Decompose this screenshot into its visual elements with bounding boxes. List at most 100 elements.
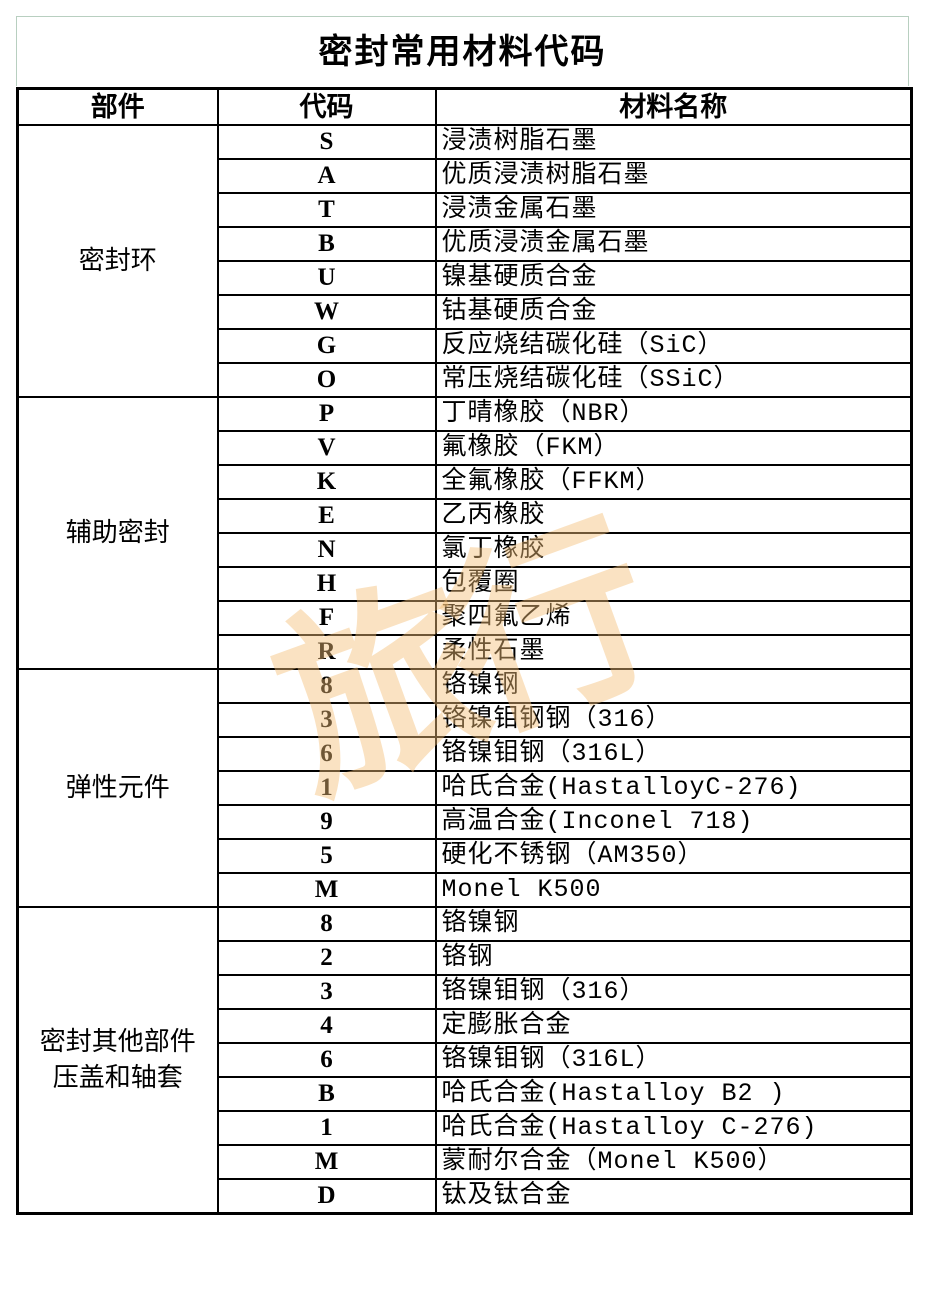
code-cell: E bbox=[216, 497, 437, 534]
part-cell: 辅助密封 bbox=[16, 395, 219, 670]
table-row: O 常压烧结碳化硅（SSiC） bbox=[18, 361, 913, 398]
header-part: 部件 bbox=[16, 87, 219, 126]
code-cell: 6 bbox=[216, 735, 437, 772]
table-row: V 氟橡胶（FKM） bbox=[18, 429, 913, 466]
page-title: 密封常用材料代码 bbox=[16, 16, 909, 86]
material-name-cell: 铬镍钼钢（316L） bbox=[434, 735, 913, 772]
table-row: 3 铬镍钼钢（316） bbox=[18, 973, 913, 1010]
code-cell: N bbox=[216, 531, 437, 568]
table-row: B 优质浸渍金属石墨 bbox=[18, 225, 913, 262]
material-name-cell: 硬化不锈钢（AM350） bbox=[434, 837, 913, 874]
table-row: R 柔性石墨 bbox=[18, 633, 913, 670]
table-row: 辅助密封 P 丁晴橡胶（NBR） bbox=[16, 395, 913, 670]
material-name-cell: 常压烧结碳化硅（SSiC） bbox=[434, 361, 913, 398]
part-cell: 密封其他部件压盖和轴套 bbox=[16, 905, 219, 1214]
table-row: 9 高温合金(Inconel 718) bbox=[18, 803, 913, 840]
material-name-cell: 浸渍树脂石墨 bbox=[434, 123, 913, 160]
material-name-cell: 定膨胀合金 bbox=[434, 1007, 913, 1044]
table-row: U 镍基硬质合金 bbox=[18, 259, 913, 296]
table-row: G 反应烧结碳化硅（SiC） bbox=[18, 327, 913, 364]
code-cell: O bbox=[216, 361, 437, 398]
material-name-cell: 柔性石墨 bbox=[434, 633, 913, 670]
code-cell: 9 bbox=[216, 803, 437, 840]
table-row: 4 定膨胀合金 bbox=[18, 1007, 913, 1044]
material-name-cell: 钛及钛合金 bbox=[434, 1177, 913, 1214]
table-row: 密封其他部件压盖和轴套 8 铬镍钢 bbox=[16, 905, 913, 1214]
table-row: M 蒙耐尔合金（Monel K500） bbox=[18, 1143, 913, 1180]
table-row: T 浸渍金属石墨 bbox=[18, 191, 913, 228]
table-row: B 哈氏合金(Hastalloy B2 ) bbox=[18, 1075, 913, 1112]
material-name-cell: 氟橡胶（FKM） bbox=[434, 429, 913, 466]
code-cell: 3 bbox=[216, 701, 437, 738]
header-name: 材料名称 bbox=[434, 87, 913, 126]
material-name-cell: 哈氏合金(Hastalloy C-276) bbox=[434, 1109, 913, 1146]
code-cell: 1 bbox=[216, 1109, 437, 1146]
code-cell: 8 bbox=[216, 905, 437, 942]
table-row: 1 哈氏合金(Hastalloy C-276) bbox=[18, 1109, 913, 1146]
table-row: 6 铬镍钼钢（316L） bbox=[18, 735, 913, 772]
material-name-cell: 铬镍钼钢钢（316） bbox=[434, 701, 913, 738]
material-name-cell: 反应烧结碳化硅（SiC） bbox=[434, 327, 913, 364]
table-row: 弹性元件 8 铬镍钢 bbox=[16, 667, 913, 908]
code-cell: 8 bbox=[216, 667, 437, 704]
code-cell: G bbox=[216, 327, 437, 364]
table-row: 6 铬镍钼钢（316L） bbox=[18, 1041, 913, 1078]
material-name-cell: 铬镍钼钢（316） bbox=[434, 973, 913, 1010]
header-row: 部件 代码 材料名称 bbox=[16, 87, 913, 126]
table-row: H 包覆圈 bbox=[18, 565, 913, 602]
material-name-cell: 浸渍金属石墨 bbox=[434, 191, 913, 228]
code-cell: 5 bbox=[216, 837, 437, 874]
table-row: K 全氟橡胶（FFKM） bbox=[18, 463, 913, 500]
material-name-cell: 优质浸渍金属石墨 bbox=[434, 225, 913, 262]
code-cell: P bbox=[216, 395, 437, 432]
code-cell: K bbox=[216, 463, 437, 500]
table-row: 1 哈氏合金(HastalloyC-276) bbox=[18, 769, 913, 806]
material-name-cell: 铬镍钢 bbox=[434, 667, 913, 704]
code-cell: M bbox=[216, 1143, 437, 1180]
code-cell: T bbox=[216, 191, 437, 228]
table-row: 2 铬钢 bbox=[18, 939, 913, 976]
code-cell: 3 bbox=[216, 973, 437, 1010]
material-name-cell: Monel K500 bbox=[434, 871, 913, 908]
table-row: E 乙丙橡胶 bbox=[18, 497, 913, 534]
code-cell: W bbox=[216, 293, 437, 330]
code-cell: H bbox=[216, 565, 437, 602]
material-code-table: 部件 代码 材料名称 密封环 S 浸渍树脂石墨 A 优质浸渍树脂石墨 T 浸渍金属石墨 B 优质… bbox=[16, 87, 913, 1215]
material-name-cell: 哈氏合金(Hastalloy B2 ) bbox=[434, 1075, 913, 1112]
material-name-cell: 丁晴橡胶（NBR） bbox=[434, 395, 913, 432]
material-name-cell: 铬镍钢 bbox=[434, 905, 913, 942]
material-name-cell: 聚四氟乙烯 bbox=[434, 599, 913, 636]
code-cell: 2 bbox=[216, 939, 437, 976]
material-name-cell: 镍基硬质合金 bbox=[434, 259, 913, 296]
code-cell: D bbox=[216, 1177, 437, 1214]
material-name-cell: 铬钢 bbox=[434, 939, 913, 976]
code-cell: 6 bbox=[216, 1041, 437, 1078]
part-cell: 密封环 bbox=[16, 123, 219, 398]
material-name-cell: 氯丁橡胶 bbox=[434, 531, 913, 568]
table-row: 密封环 S 浸渍树脂石墨 bbox=[16, 123, 913, 398]
material-name-cell: 蒙耐尔合金（Monel K500） bbox=[434, 1143, 913, 1180]
material-name-cell: 包覆圈 bbox=[434, 565, 913, 602]
header-code: 代码 bbox=[216, 87, 437, 126]
code-cell: 1 bbox=[216, 769, 437, 806]
material-name-cell: 乙丙橡胶 bbox=[434, 497, 913, 534]
table-row: D 钛及钛合金 bbox=[18, 1177, 913, 1214]
code-cell: B bbox=[216, 1075, 437, 1112]
table-row: 5 硬化不锈钢（AM350） bbox=[18, 837, 913, 874]
material-name-cell: 铬镍钼钢（316L） bbox=[434, 1041, 913, 1078]
code-cell: B bbox=[216, 225, 437, 262]
table-row: N 氯丁橡胶 bbox=[18, 531, 913, 568]
code-cell: F bbox=[216, 599, 437, 636]
table-row: 3 铬镍钼钢钢（316） bbox=[18, 701, 913, 738]
code-cell: M bbox=[216, 871, 437, 908]
code-cell: 4 bbox=[216, 1007, 437, 1044]
material-name-cell: 哈氏合金(HastalloyC-276) bbox=[434, 769, 913, 806]
code-cell: V bbox=[216, 429, 437, 466]
material-name-cell: 优质浸渍树脂石墨 bbox=[434, 157, 913, 194]
code-cell: R bbox=[216, 633, 437, 670]
code-cell: U bbox=[216, 259, 437, 296]
material-name-cell: 钴基硬质合金 bbox=[434, 293, 913, 330]
part-cell: 弹性元件 bbox=[16, 667, 219, 908]
material-name-cell: 全氟橡胶（FFKM） bbox=[434, 463, 913, 500]
code-cell: S bbox=[216, 123, 437, 160]
